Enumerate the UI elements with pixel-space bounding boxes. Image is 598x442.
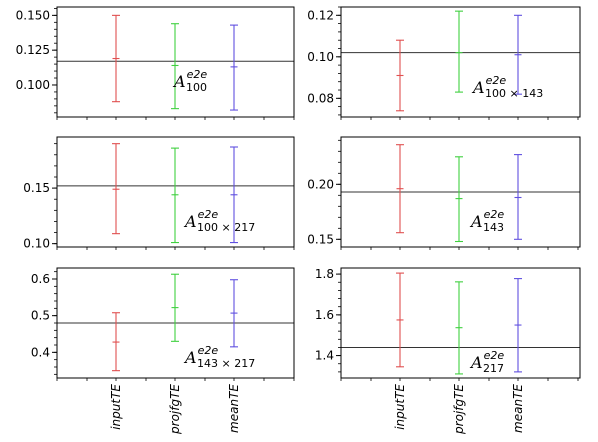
errorbar-projfgTE (455, 281, 463, 375)
y-tick-label: 0.10 (307, 50, 334, 64)
panel-annotation: Ae2e (469, 349, 504, 372)
errorbar-meanTE (514, 278, 522, 373)
annotation-subscript: 217 (483, 362, 504, 375)
errorbar-inputTE (396, 272, 404, 368)
axes-frame (56, 6, 295, 118)
y-tick-label: 0.15 (23, 181, 50, 195)
x-category-label: meanTE (511, 384, 525, 433)
axes-frame (340, 267, 581, 379)
errorbar-inputTE (396, 144, 404, 234)
axes-frame (340, 136, 581, 248)
errorbar-meanTE (230, 279, 238, 348)
annotation-subscript: 100 × 143 (485, 87, 543, 100)
errorbar-meanTE (514, 14, 522, 95)
panel-annotation: Ae2e (183, 344, 218, 367)
errorbar-inputTE (112, 143, 120, 235)
panel-annotation: Ae2e (469, 208, 504, 231)
annotation-superscript: e2e (198, 344, 219, 357)
y-tick-label: 0.100 (16, 78, 50, 92)
errorbar-meanTE (230, 24, 238, 111)
x-category-label: projfgTE (452, 384, 466, 435)
x-category-label: inputTE (393, 384, 407, 430)
annotation-subscript: 100 (186, 81, 207, 94)
x-category-label: inputTE (109, 384, 123, 430)
axes-frame (340, 6, 581, 118)
annotation-superscript: e2e (484, 349, 505, 362)
y-tick-label: 0.10 (23, 237, 50, 251)
errorbar-meanTE (514, 154, 522, 240)
y-tick-label: 1.4 (315, 349, 334, 363)
axes-frame (56, 136, 295, 248)
x-category-label: meanTE (227, 384, 241, 433)
panel-annotation: Ae2e (172, 68, 207, 91)
y-tick-label: 1.6 (315, 308, 334, 322)
annotation-subscript: 100 × 217 (197, 221, 255, 234)
errorbar-inputTE (112, 312, 120, 372)
errorbar-projfgTE (455, 156, 463, 243)
y-tick-label: 0.20 (307, 177, 334, 191)
annotation-subscript: 143 (483, 221, 504, 234)
y-tick-label: 0.6 (31, 272, 50, 286)
x-category-label: projfgTE (168, 384, 182, 435)
errorbar-inputTE (112, 14, 120, 103)
y-tick-label: 0.4 (31, 345, 50, 359)
axes-frame (56, 267, 295, 379)
panel-annotation: Ae2e (471, 74, 506, 97)
y-tick-label: 0.08 (307, 91, 334, 105)
y-tick-label: 0.150 (16, 8, 50, 22)
errorbar-projfgTE (171, 147, 179, 244)
annotation-superscript: e2e (198, 208, 219, 221)
errorbar-projfgTE (455, 10, 463, 93)
errorbar-projfgTE (171, 23, 179, 110)
y-tick-label: 1.8 (315, 267, 334, 281)
panel-annotation: Ae2e (183, 208, 218, 231)
y-tick-label: 0.125 (16, 43, 50, 57)
annotation-superscript: e2e (486, 74, 507, 87)
annotation-subscript: 143 × 217 (197, 357, 255, 370)
y-tick-label: 0.12 (307, 8, 334, 22)
annotation-superscript: e2e (187, 68, 208, 81)
errorbar-meanTE (230, 146, 238, 244)
errorbar-inputTE (396, 39, 404, 112)
y-tick-label: 0.15 (307, 232, 334, 246)
annotation-superscript: e2e (484, 208, 505, 221)
errorbar-projfgTE (171, 273, 179, 342)
y-tick-label: 0.5 (31, 309, 50, 323)
